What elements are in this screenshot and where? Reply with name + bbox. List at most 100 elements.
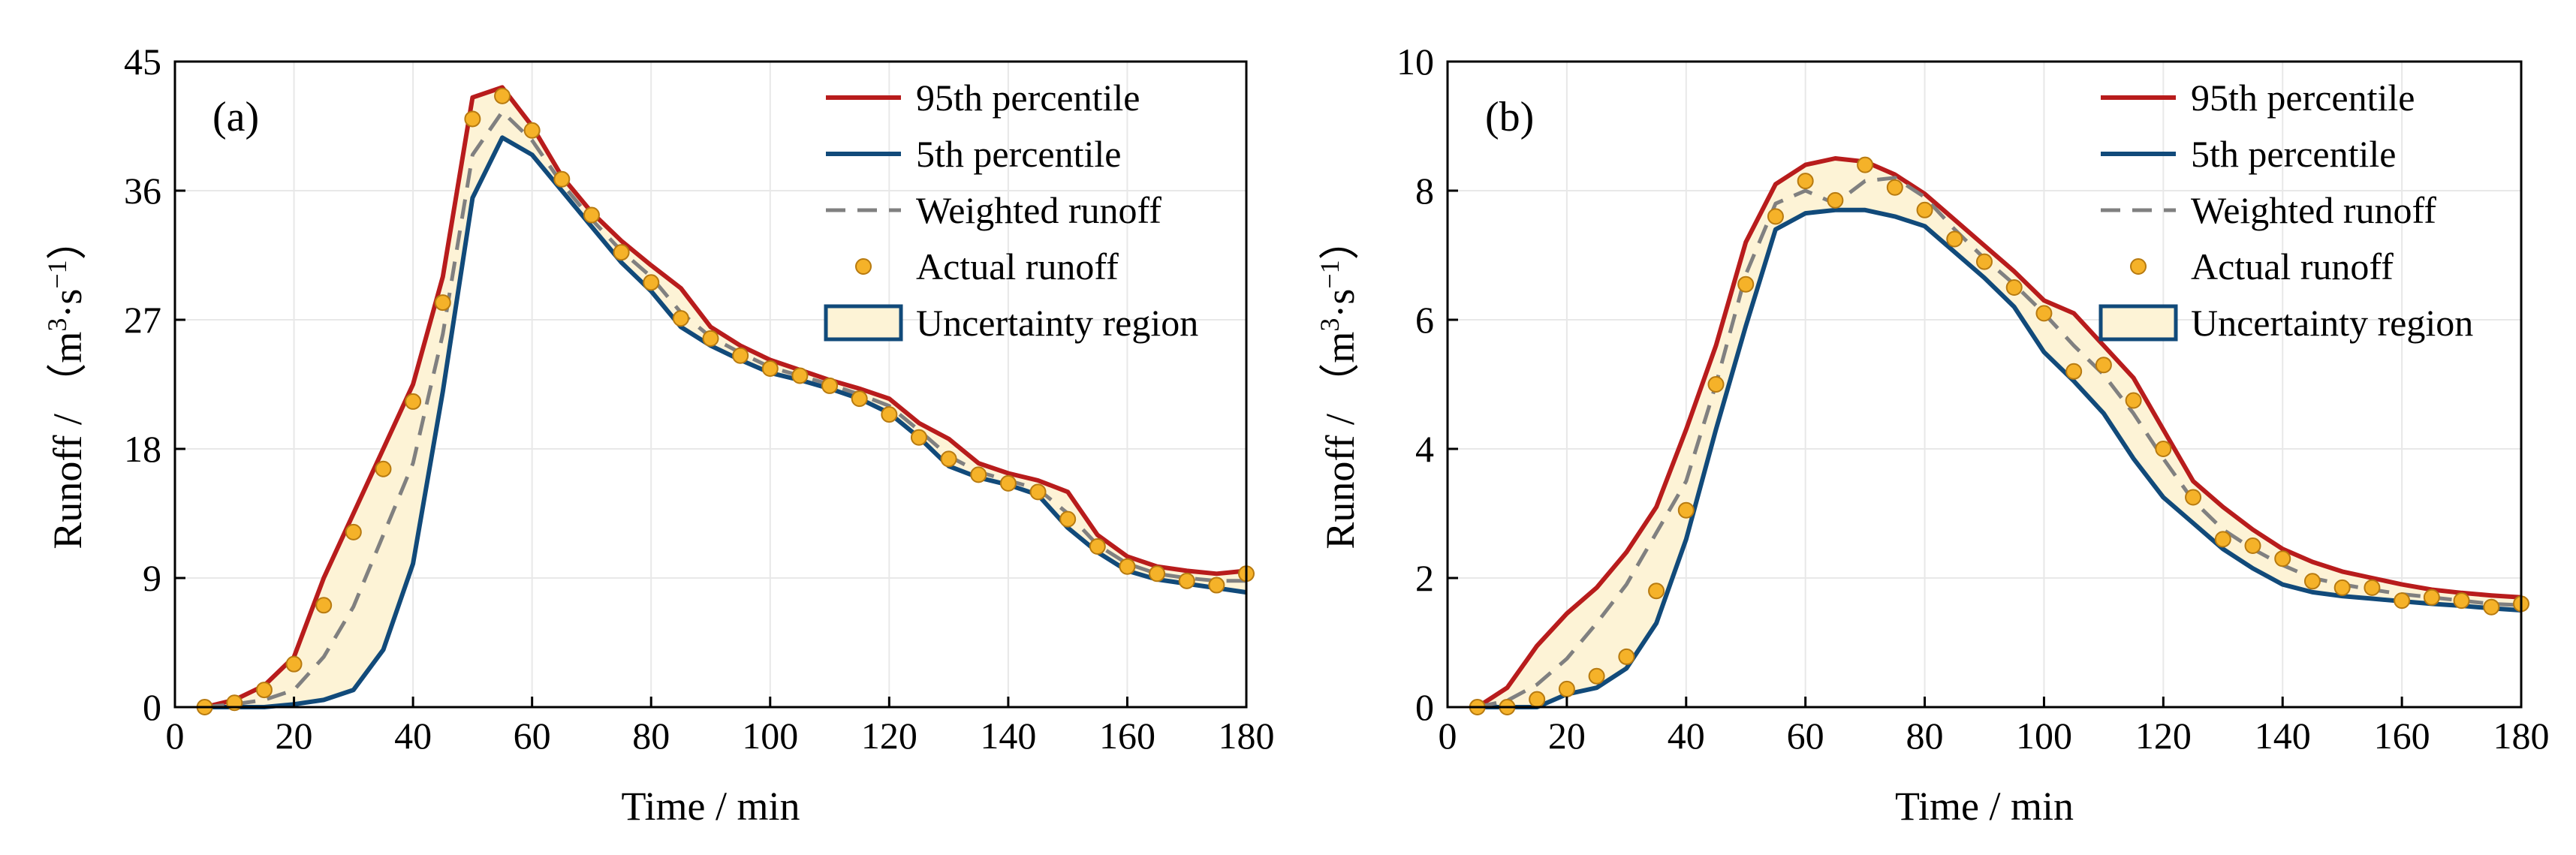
actual-runoff-point — [1857, 156, 1874, 173]
actual-runoff-point — [851, 390, 868, 408]
series-95th-percentile-line — [203, 85, 1247, 709]
actual-runoff-point — [702, 330, 719, 347]
y-tick-label: 36 — [124, 170, 161, 212]
x-tick-label: 40 — [394, 715, 432, 757]
y-axis-label-part: ） — [1318, 219, 1363, 260]
actual-runoff-point — [1648, 583, 1665, 600]
actual-runoff-point — [2155, 441, 2172, 457]
actual-runoff-point — [1149, 565, 1166, 583]
y-tick-label: 27 — [124, 299, 161, 341]
actual-runoff-point — [1946, 230, 1963, 248]
y-axis-label-part: Runoff / （m — [1318, 332, 1363, 549]
actual-runoff-point — [375, 460, 392, 477]
chart-panel-b: 0 20 40 60 80 100 120 140 160 180 0 2 4 6 8 10 Time / mi… — [1315, 41, 2550, 829]
actual-runoff-point — [613, 244, 630, 261]
actual-runoff-point — [1208, 577, 1225, 594]
actual-runoff-point — [494, 87, 511, 104]
legend-label: Actual runoff — [916, 245, 1119, 288]
y-axis: 0 2 4 6 8 10 — [1396, 41, 1458, 728]
plot-frame — [173, 60, 1248, 709]
x-axis-label: Time / min — [1895, 784, 2074, 829]
y-axis: 0 9 18 27 36 45 — [124, 41, 185, 728]
actual-runoff-point — [2244, 537, 2261, 554]
actual-runoff-point — [2423, 589, 2440, 606]
x-axis: 0 20 40 60 80 100 120 140 160 180 — [1439, 697, 2550, 757]
y-axis-label-part: −1 — [1315, 260, 1345, 288]
x-tick-label: 140 — [2255, 715, 2311, 757]
x-tick-label: 160 — [1099, 715, 1155, 757]
actual-runoff-point — [1119, 558, 1136, 575]
y-tick-label: 45 — [124, 41, 161, 83]
y-tick-label: 6 — [1415, 299, 1434, 341]
actual-runoff-point — [315, 597, 333, 614]
x-tick-label: 80 — [1906, 715, 1944, 757]
gridlines — [175, 62, 1246, 707]
x-tick-label: 100 — [742, 715, 798, 757]
y-axis-label: Runoff / （m3·s−1） — [1315, 219, 1363, 549]
actual-runoff-point — [255, 682, 273, 699]
actual-runoff-point — [2095, 357, 2112, 374]
actual-runoff-point — [2035, 305, 2053, 322]
actual-runoff-point — [1089, 537, 1106, 555]
actual-runoff-point — [2005, 279, 2023, 296]
x-tick-label: 100 — [2016, 715, 2072, 757]
actual-runoff-point — [1029, 483, 1047, 501]
y-tick-label: 18 — [124, 428, 161, 470]
actual-runoff-point — [761, 360, 779, 377]
actual-runoff-point — [1588, 667, 1605, 685]
x-tick-label: 0 — [166, 715, 185, 757]
actual-runoff-point — [1976, 253, 1993, 270]
y-axis-label: Runoff / （m3·s−1） — [42, 219, 90, 549]
plot-frame — [1446, 60, 2523, 709]
legend: 95th percentile 5th percentile Weighted ru… — [2098, 77, 2473, 344]
actual-runoff-point — [2394, 592, 2411, 610]
y-tick-label: 10 — [1396, 41, 1434, 83]
actual-runoff-point — [1677, 501, 1695, 519]
actual-runoff-point — [1618, 648, 1635, 665]
uncertainty-region — [204, 87, 1247, 707]
x-tick-label: 0 — [1439, 715, 1457, 757]
x-tick-label: 60 — [1787, 715, 1824, 757]
series-actual-runoff — [1469, 156, 2529, 715]
actual-runoff-point — [2185, 489, 2202, 506]
actual-runoff-point — [1529, 691, 1546, 708]
actual-runoff-point — [1178, 572, 1195, 589]
series-5th-percentile-line — [204, 135, 1247, 709]
legend-actual-runoff-swatch — [2130, 258, 2147, 275]
legend-uncertainty-region-swatch — [824, 304, 903, 342]
actual-runoff-point — [2065, 363, 2083, 380]
series-95th-percentile-line — [1476, 156, 2522, 709]
actual-runoff-point — [1767, 208, 1784, 225]
legend-label: 5th percentile — [916, 133, 1122, 175]
x-tick-label: 20 — [276, 715, 313, 757]
actual-runoff-point — [881, 406, 898, 423]
actual-runoff-point — [523, 122, 541, 139]
legend-label: Actual runoff — [2191, 245, 2394, 288]
actual-runoff-point — [940, 450, 957, 468]
y-axis-label-part: 3 — [42, 318, 72, 332]
x-tick-label: 120 — [861, 715, 917, 757]
y-axis-label-part: 3 — [1315, 318, 1345, 332]
y-axis-label-part: −1 — [42, 260, 72, 288]
actual-runoff-point — [910, 429, 927, 446]
actual-runoff-point — [672, 310, 689, 327]
actual-runoff-point — [2303, 573, 2321, 590]
legend-uncertainty-region-swatch — [2098, 304, 2178, 342]
actual-runoff-point — [2483, 598, 2500, 616]
y-tick-label: 8 — [1415, 170, 1434, 212]
x-tick-label: 180 — [1219, 715, 1275, 757]
legend-label: 5th percentile — [2191, 133, 2397, 175]
legend-label: Uncertainty region — [916, 302, 1198, 344]
actual-runoff-point — [791, 367, 809, 384]
y-axis-label-part: ·s — [45, 289, 90, 318]
series-actual-runoff — [196, 87, 1255, 715]
legend-actual-runoff-swatch — [855, 258, 872, 275]
legend-label: Weighted runoff — [916, 189, 1161, 231]
actual-runoff-point — [2214, 531, 2231, 548]
uncertainty-region — [1477, 158, 2521, 707]
chart-panel-a: 0 20 40 60 80 100 120 140 160 180 0 9 18 27 36 45 Time /… — [42, 41, 1275, 829]
y-tick-label: 2 — [1415, 557, 1434, 599]
legend: 95th percentile 5th percentile Weighted ru… — [824, 77, 1198, 344]
actual-runoff-point — [821, 377, 839, 394]
